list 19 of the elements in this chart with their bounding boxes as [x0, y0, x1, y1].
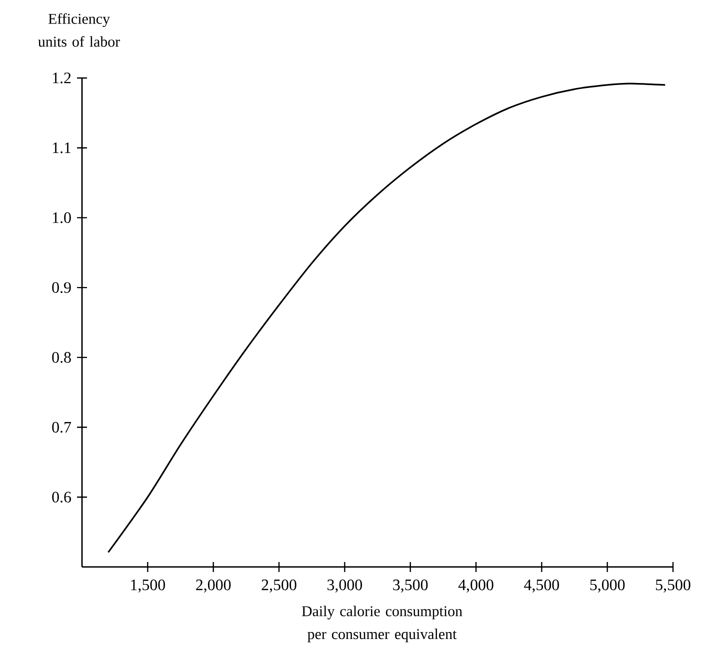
line-series: [107, 82, 666, 554]
x-tick-label: 4,000: [458, 580, 494, 593]
x-tick-label: 2,000: [196, 580, 231, 593]
y-tick-label: 0.9: [52, 282, 71, 293]
x-tick-label: 5,500: [656, 580, 690, 593]
y-tick-label: 1.0: [52, 212, 71, 224]
x-tick-label: 5,000: [590, 580, 625, 593]
x-tick-label: 4,500: [524, 580, 559, 593]
x-tick-label: 3,000: [328, 580, 362, 593]
x-axis-title: Daily calorie consumption per consumer equivalent: [302, 606, 462, 642]
x-tick-label: 3,500: [393, 580, 428, 593]
x-tick-label: 1,500: [131, 580, 165, 593]
x-tick-label: 2,500: [262, 580, 296, 593]
y-tick-label: 1.2: [52, 72, 71, 84]
y-axis-title: Efficiency units of labor: [38, 13, 120, 47]
y-tick-label: 0.7: [52, 422, 72, 433]
y-tick-label: 0.8: [52, 352, 71, 363]
y-tick-label: 1.1: [52, 142, 71, 154]
y-tick-label: 0.6: [52, 492, 72, 503]
